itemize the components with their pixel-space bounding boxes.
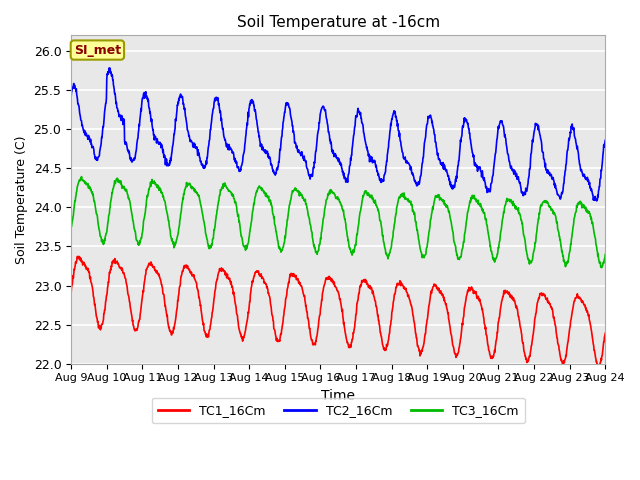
- Line: TC3_16Cm: TC3_16Cm: [71, 177, 605, 267]
- TC2_16Cm: [246, 102, 254, 108]
- TC3_16Cm: [186, 183, 194, 189]
- TC3_16Cm: [602, 252, 609, 257]
- TC3_16Cm: [246, 228, 254, 234]
- TC1_16Cm: [246, 299, 254, 304]
- X-axis label: Time: Time: [321, 389, 355, 403]
- TC1_16Cm: [538, 293, 546, 299]
- TC3_16Cm: [173, 234, 181, 240]
- TC1_16Cm: [491, 349, 499, 355]
- TC2_16Cm: [186, 139, 194, 144]
- Line: TC2_16Cm: TC2_16Cm: [71, 68, 605, 201]
- TC3_16Cm: [67, 224, 75, 230]
- TC2_16Cm: [593, 198, 600, 204]
- TC2_16Cm: [67, 94, 75, 99]
- TC3_16Cm: [77, 174, 85, 180]
- TC3_16Cm: [491, 257, 499, 263]
- Title: Soil Temperature at -16cm: Soil Temperature at -16cm: [237, 15, 440, 30]
- TC1_16Cm: [602, 331, 609, 336]
- Legend: TC1_16Cm, TC2_16Cm, TC3_16Cm: TC1_16Cm, TC2_16Cm, TC3_16Cm: [152, 397, 525, 423]
- TC2_16Cm: [538, 148, 546, 154]
- TC2_16Cm: [421, 136, 429, 142]
- TC1_16Cm: [186, 270, 194, 276]
- TC2_16Cm: [105, 65, 113, 71]
- TC3_16Cm: [538, 202, 546, 207]
- Text: SI_met: SI_met: [74, 44, 121, 57]
- TC1_16Cm: [75, 253, 83, 259]
- TC3_16Cm: [421, 252, 429, 258]
- TC2_16Cm: [491, 156, 499, 161]
- Y-axis label: Soil Temperature (C): Soil Temperature (C): [15, 135, 28, 264]
- TC1_16Cm: [67, 290, 75, 296]
- TC1_16Cm: [595, 365, 603, 371]
- TC2_16Cm: [173, 102, 181, 108]
- TC2_16Cm: [602, 137, 609, 143]
- Line: TC1_16Cm: TC1_16Cm: [71, 256, 605, 368]
- TC3_16Cm: [598, 264, 605, 270]
- TC1_16Cm: [173, 304, 181, 310]
- TC1_16Cm: [421, 331, 429, 337]
